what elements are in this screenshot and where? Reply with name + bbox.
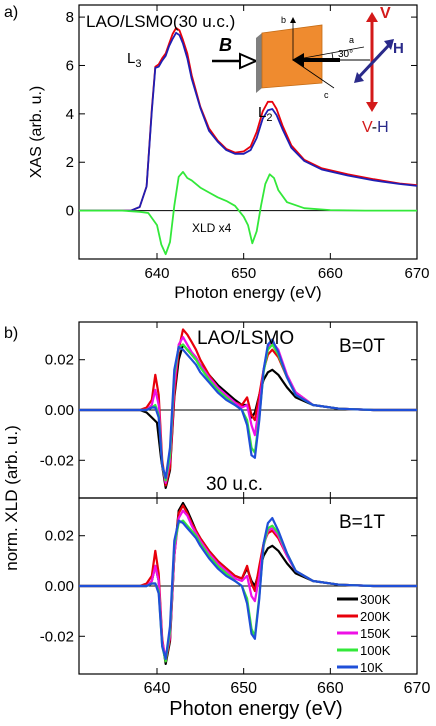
x-tick-label: 650 (231, 265, 256, 282)
panel-a-title: LAO/LSMO(30 u.c.) (86, 12, 235, 31)
l2-edge-label: L2 (258, 104, 272, 124)
panel-a-x-ticks: 640 650 660 670 (144, 5, 430, 282)
l3-letter: L (127, 50, 135, 67)
y-tick-label: 4 (66, 106, 74, 123)
panel-b-label: b) (4, 325, 18, 342)
y-tick-label: 6 (66, 57, 74, 74)
x-tick-label: 660 (317, 680, 344, 697)
l2-subscript: 2 (266, 112, 272, 124)
panel-b: b) 640 650 660 670 -0.02 0.00 0.02 -0.02 0.00 0… (2, 321, 431, 720)
panel-b-title: LAO/LSMO (197, 328, 294, 349)
panel-a-x-label: Photon energy (eV) (174, 283, 321, 302)
panel-a-series (79, 27, 418, 256)
difference-dash: - (372, 119, 377, 136)
h-polarization-label: H (393, 40, 404, 57)
panel-b-lower-series (79, 501, 417, 666)
panel-b-lower-field-label: B=1T (339, 512, 385, 533)
y-tick-label: -0.02 (40, 628, 74, 645)
axis-a-line (292, 46, 365, 61)
l3-edge-label: L3 (127, 50, 141, 70)
y-tick-label: 0.02 (45, 528, 74, 545)
axis-b-label: b (281, 15, 286, 25)
panel-b-x-label: Photon energy (eV) (169, 698, 342, 720)
axis-b-arrow-icon (290, 17, 296, 23)
sample-side-face (256, 33, 262, 93)
panel-b-lower-y-ticks: -0.02 0.00 0.02 (40, 528, 417, 645)
panel-a-y-label: XAS (arb. u.) (28, 86, 45, 178)
panel-a-frame (78, 4, 418, 260)
difference-h: H (377, 119, 389, 136)
panel-b-upper-y-ticks: -0.02 0.00 0.02 (40, 352, 417, 469)
sample-front-face (261, 24, 323, 89)
panel-a-y-ticks: 0 2 4 6 8 (66, 9, 417, 220)
h-polarization-arrow (356, 42, 392, 80)
legend-label-200k: 200K (360, 609, 391, 624)
difference-v: V (362, 119, 373, 136)
v-arrow-top-icon (366, 12, 378, 22)
series-line-v-h (79, 170, 417, 256)
field-arrow-head-icon (239, 52, 259, 70)
y-tick-label: -0.02 (40, 452, 74, 469)
panel-b-legend: 300K 200K 150K 100K 10K (337, 592, 391, 675)
y-tick-label: 0 (66, 203, 74, 220)
xld-scale-annotation: XLD x4 (192, 221, 232, 235)
y-tick-label: 0.02 (45, 352, 74, 369)
l3-subscript: 3 (135, 58, 141, 70)
panel-b-x-ticks: 640 650 660 670 (144, 322, 431, 697)
panel-a-label: a) (4, 4, 18, 21)
series-line-h (79, 31, 418, 212)
l2-letter: L (258, 104, 266, 121)
angle-label: 30° (338, 49, 353, 60)
v-arrow-bottom-icon (366, 102, 378, 112)
x-tick-label: 640 (144, 265, 169, 282)
axis-c-label: c (324, 90, 329, 100)
series-line-v (79, 27, 418, 212)
series-line-10k (79, 516, 417, 661)
panel-b-upper-series (79, 328, 417, 489)
series-line-300k (79, 343, 417, 489)
y-tick-label: 2 (66, 154, 74, 171)
legend-label-10k: 10K (360, 660, 383, 675)
axis-a-label: a (349, 35, 354, 45)
beam-arrow-head-icon (292, 53, 304, 67)
legend-label-150k: 150K (360, 626, 391, 641)
x-tick-label: 660 (318, 265, 343, 282)
h-arrow-bottom-icon (354, 72, 364, 83)
series-line-10k (79, 338, 417, 479)
legend-label-300k: 300K (360, 592, 391, 607)
magnetic-field-label: B (219, 35, 232, 55)
legend-label-100k: 100K (360, 643, 391, 658)
h-arrow-top-icon (384, 39, 394, 50)
panel-b-upper-field-label: B=0T (339, 336, 385, 357)
x-tick-label: 670 (404, 680, 431, 697)
y-tick-label: 0.00 (45, 578, 74, 595)
v-polarization-label: V (380, 5, 391, 22)
panel-b-y-label: norm. XLD (arb. u.) (2, 425, 21, 571)
y-tick-label: 0.00 (45, 402, 74, 419)
x-tick-label: 670 (404, 265, 429, 282)
y-tick-label: 8 (66, 9, 74, 26)
geometry-inset: B b c a 30° V H V-H (212, 5, 404, 136)
panel-b-sample-label: 30 u.c. (206, 474, 263, 495)
axis-c-line (292, 59, 335, 89)
x-tick-label: 640 (144, 680, 171, 697)
difference-label: V-H (362, 119, 389, 136)
x-tick-label: 650 (230, 680, 257, 697)
